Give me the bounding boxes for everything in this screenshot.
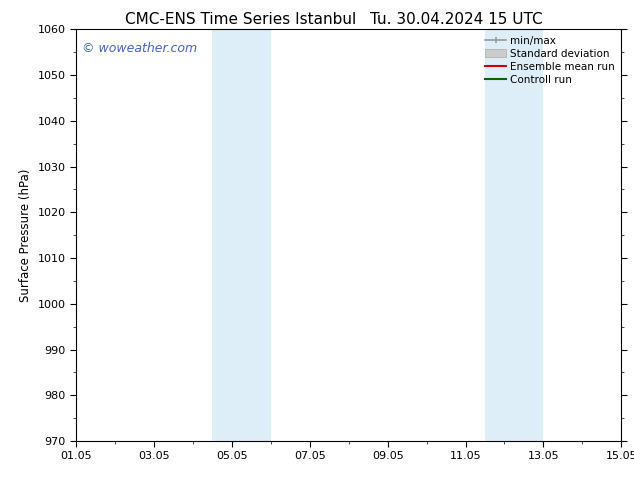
Legend: min/max, Standard deviation, Ensemble mean run, Controll run: min/max, Standard deviation, Ensemble me…: [481, 31, 619, 89]
Text: Tu. 30.04.2024 15 UTC: Tu. 30.04.2024 15 UTC: [370, 12, 543, 27]
Bar: [212, 29, 271, 441]
Text: CMC-ENS Time Series Istanbul: CMC-ENS Time Series Istanbul: [126, 12, 356, 27]
Y-axis label: Surface Pressure (hPa): Surface Pressure (hPa): [19, 169, 32, 302]
Text: © woweather.com: © woweather.com: [82, 42, 197, 55]
Bar: [485, 29, 543, 441]
